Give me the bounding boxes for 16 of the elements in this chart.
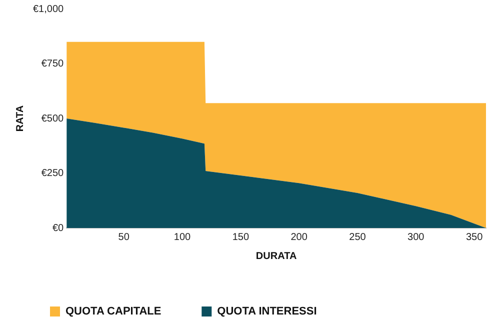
y-tick-label: €0 xyxy=(52,222,64,234)
x-axis-title: DURATA xyxy=(256,250,297,262)
x-tick-label: 300 xyxy=(408,232,425,243)
x-tick-label: 150 xyxy=(232,232,250,243)
x-tick-label: 50 xyxy=(118,232,130,243)
x-tick-label: 350 xyxy=(466,232,484,243)
x-tick-label: 250 xyxy=(349,232,366,243)
legend-label: QUOTA INTERESSI xyxy=(217,306,317,318)
x-tick-label: 100 xyxy=(174,232,192,243)
legend-label: QUOTA CAPITALE xyxy=(66,306,162,318)
y-axis-title: RATA xyxy=(14,105,26,132)
y-tick-label: €1,000 xyxy=(32,4,64,15)
y-tick-label: €750 xyxy=(41,58,64,70)
x-tick-label: 200 xyxy=(290,232,308,243)
y-tick-label: €250 xyxy=(41,168,64,179)
y-tick-label: €500 xyxy=(41,113,64,124)
